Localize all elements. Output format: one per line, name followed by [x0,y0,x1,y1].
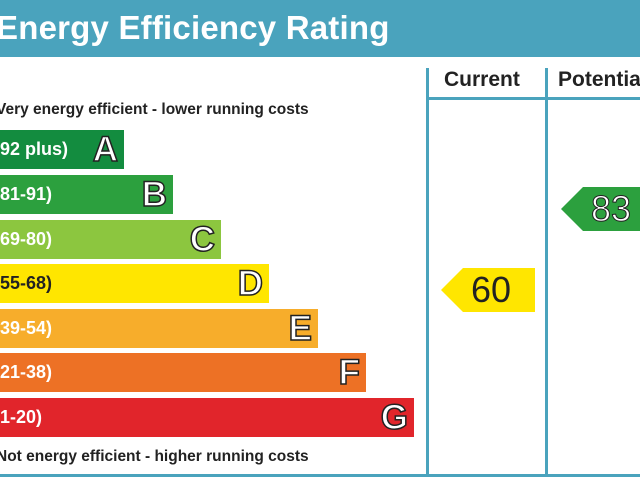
bottom-note: Not energy efficient - higher running co… [0,448,309,465]
band-f-range: (21-38) [0,362,53,382]
band-g: (1-20) G [0,398,414,437]
band-d: (55-68) D [0,264,269,303]
band-a-range: (92 plus) [0,139,69,159]
band-d-range: (55-68) [0,273,53,293]
header-bar: Energy Efficiency Rating [0,0,640,57]
potential-column-header: Potentia [558,68,640,91]
current-column-left-border [426,68,429,476]
current-column-right-border [545,68,548,476]
current-rating-value: 60 [471,269,512,310]
band-b-range: (81-91) [0,184,53,204]
band-g-letter: G [380,398,409,437]
band-e-letter: E [288,309,313,348]
current-rating-arrow-shape [441,268,535,312]
band-f-letter: F [338,353,361,392]
band-c-range: (69-80) [0,229,53,249]
band-c: (69-80) C [0,220,221,259]
band-a-letter: A [92,130,119,169]
band-b-letter: B [141,175,168,214]
bottom-border [0,474,640,477]
current-column-header: Current [444,68,520,91]
band-g-range: (1-20) [0,407,43,427]
band-d-letter: D [237,264,264,303]
band-e-range: (39-54) [0,318,53,338]
band-f: (21-38) F [0,353,366,392]
band-a: (92 plus) A [0,130,124,169]
band-c-letter: C [189,220,216,259]
band-b: (81-91) B [0,175,173,214]
chart-title: Energy Efficiency Rating [0,9,390,46]
potential-rating-arrow-shape [561,187,640,231]
top-note: Very energy efficient - lower running co… [0,101,309,118]
header-divider [427,97,640,100]
current-rating-arrow: 60 [441,268,535,312]
band-e: (39-54) E [0,309,318,348]
potential-rating-arrow: 83 [561,187,640,231]
potential-rating-value: 83 [590,188,632,230]
